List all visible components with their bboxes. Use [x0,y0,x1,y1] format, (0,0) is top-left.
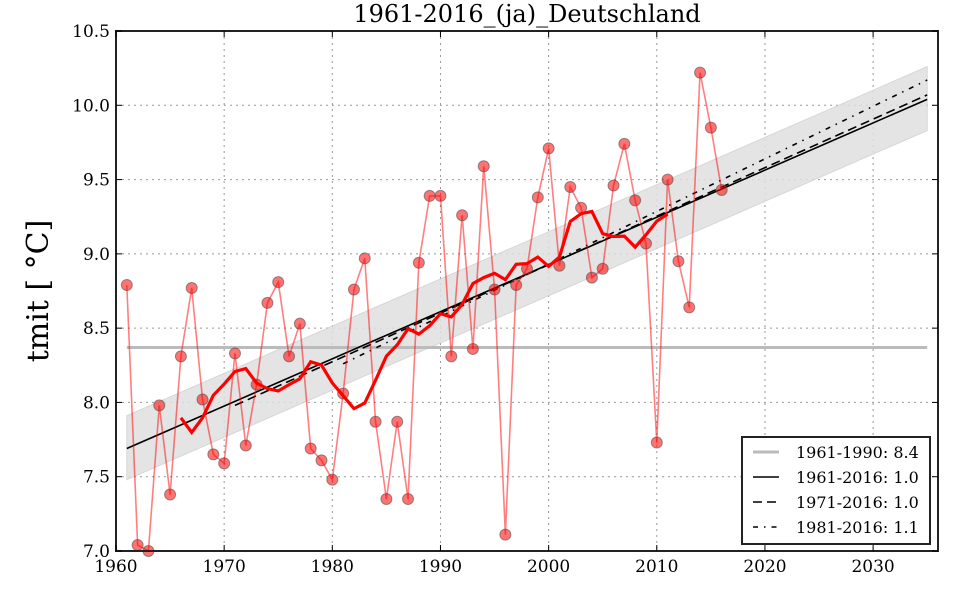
annual-point [218,457,231,470]
legend-label: 1981-2016: 1.1 [796,518,919,537]
y-tick-label: 8.0 [83,393,110,413]
annual-point [445,350,458,363]
annual-point [477,160,490,173]
annual-point [564,181,577,193]
annual-point [585,271,598,284]
trend-line-dashdot [342,79,928,365]
annual-point [380,493,393,505]
x-tick-label: 2030 [851,557,894,577]
legend-label: 1971-2016: 1.0 [796,493,919,512]
annual-point [196,393,209,406]
annual-point [715,183,728,196]
running-mean-series [179,209,669,436]
annual-point [694,66,707,79]
annual-point [174,350,187,363]
annual-point [315,454,328,467]
plot-border [115,30,939,552]
annual-point [542,142,555,155]
annual-point [347,283,360,296]
annual-line [126,72,723,553]
y-tick-label: 9.5 [83,171,110,191]
annual-point [185,282,198,295]
annual-point [607,179,620,192]
y-tick-label: 7.5 [83,468,110,488]
annual-point [164,488,177,501]
x-tick-label: 2010 [635,557,678,577]
annual-point [488,283,501,296]
legend-box [741,436,931,545]
annual-point [261,296,274,309]
annual-point [531,191,544,204]
annual-point [402,493,415,505]
y-axis: 7.0 7.5 8.0 8.5 9.0 9.5 10.0 10.5 [72,22,938,562]
annual-point [304,442,317,455]
annual-point [120,279,133,292]
annual-point [704,121,717,134]
y-tick-label: 7.0 [83,542,110,562]
annual-point [207,448,220,461]
annual-point [456,209,469,222]
annual-point [553,259,566,272]
annual-point [293,317,306,330]
annual-point [358,252,371,265]
annual-series [120,66,728,557]
plot-frame [115,30,939,552]
annual-point [650,436,663,449]
legend-label: 1961-2016: 1.0 [796,468,919,487]
annual-point [326,473,339,486]
chart-title: 1961-2016_(ja)_Deutschland [353,0,700,28]
x-tick-label: 1990 [419,557,462,577]
annual-point [499,528,512,541]
annual-point [434,189,447,202]
annual-point [412,256,425,269]
annual-point [618,137,631,150]
running-mean-line [179,209,669,436]
y-axis-label: tmit [ °C] [21,220,56,363]
annual-point [510,279,523,292]
y-tick-label: 8.5 [83,319,110,339]
annual-point [466,342,479,355]
x-tick-label: 1960 [94,557,137,577]
annual-point [369,415,382,428]
annual-point [629,194,642,207]
annual-point [153,399,166,412]
legend: 1961-1990: 8.4 1961-2016: 1.0 1971-2016: 1… [741,436,931,545]
x-tick-label: 1980 [311,557,354,577]
annual-point [683,301,696,314]
x-tick-label: 2020 [743,557,786,577]
trend-line-dashed [234,94,928,407]
x-axis: 1960 1970 1980 1990 2000 2010 2020 2030 [94,31,895,577]
annual-point [283,350,296,363]
annual-point [272,276,285,289]
annual-point [423,189,436,202]
annual-point [661,173,674,186]
y-tick-label: 9.0 [83,245,110,265]
annual-point [131,539,144,552]
annual-point [239,439,252,452]
annual-point [672,255,685,268]
y-tick-label: 10.5 [72,22,110,42]
x-tick-label: 1970 [203,557,246,577]
annual-point [596,262,609,275]
y-tick-label: 10.0 [72,96,110,116]
x-tick-label: 2000 [527,557,570,577]
annual-point [391,415,404,428]
annual-point [228,347,241,360]
legend-label: 1961-1990: 8.4 [796,443,919,462]
